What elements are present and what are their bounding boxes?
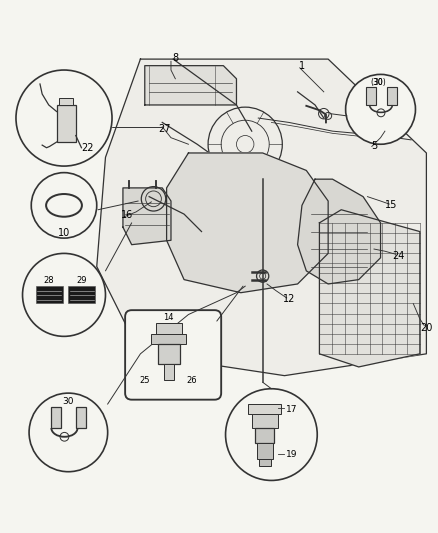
Circle shape (16, 70, 112, 166)
Text: 28: 28 (44, 276, 54, 285)
Bar (57, 105, 76, 142)
Text: 10: 10 (58, 228, 70, 238)
Text: 16: 16 (121, 210, 134, 220)
Circle shape (22, 253, 106, 336)
Bar (76, 407, 86, 428)
Bar (255, 428, 275, 443)
Text: 22: 22 (81, 143, 94, 153)
Bar (163, 364, 174, 380)
Text: 15: 15 (385, 200, 398, 211)
Text: 24: 24 (392, 251, 404, 261)
Text: 25: 25 (140, 376, 150, 385)
Polygon shape (145, 66, 237, 105)
Text: 26: 26 (186, 376, 197, 385)
Text: 27: 27 (158, 124, 171, 134)
Text: 20: 20 (420, 322, 433, 333)
Bar (248, 404, 282, 414)
Text: 19: 19 (286, 450, 297, 459)
Text: 8: 8 (172, 53, 178, 63)
Polygon shape (97, 59, 426, 376)
Bar (387, 87, 397, 105)
Bar (151, 334, 186, 344)
Bar (51, 407, 60, 428)
Bar (68, 286, 95, 303)
Text: 14: 14 (163, 313, 174, 322)
Bar (259, 458, 271, 466)
Text: 17: 17 (286, 405, 297, 414)
Circle shape (346, 75, 416, 144)
Bar (59, 99, 73, 105)
Circle shape (29, 393, 108, 472)
Bar (35, 286, 63, 303)
Polygon shape (166, 153, 328, 293)
Text: 30: 30 (63, 397, 74, 406)
FancyBboxPatch shape (125, 310, 221, 400)
Bar (158, 344, 180, 364)
Polygon shape (297, 179, 381, 284)
Polygon shape (123, 188, 171, 245)
Text: (30): (30) (371, 78, 386, 87)
Text: 5: 5 (371, 141, 377, 151)
Bar (155, 323, 182, 334)
Circle shape (226, 389, 317, 480)
Bar (257, 443, 273, 458)
Text: 30: 30 (374, 78, 383, 87)
Bar (252, 414, 278, 428)
Bar (366, 87, 376, 105)
Text: 12: 12 (283, 294, 295, 304)
Text: 1: 1 (299, 61, 305, 71)
Polygon shape (319, 210, 420, 367)
Circle shape (31, 173, 97, 238)
Text: 29: 29 (77, 276, 87, 285)
